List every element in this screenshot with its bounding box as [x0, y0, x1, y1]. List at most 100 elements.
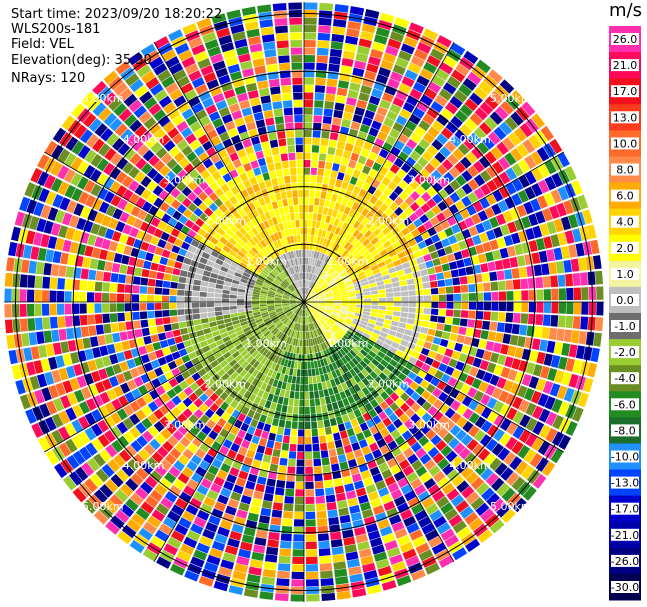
gate-cell — [341, 302, 349, 305]
gate-cell — [350, 152, 360, 162]
gate-cell — [308, 323, 312, 331]
gate-cell — [370, 205, 379, 215]
gate-cell — [184, 570, 200, 582]
gate-cell — [560, 216, 572, 231]
gate-cell — [369, 282, 377, 288]
gate-cell — [196, 542, 210, 554]
gate-cell — [200, 281, 209, 287]
gate-cell — [343, 206, 351, 215]
gate-cell — [414, 277, 422, 284]
gate-cell — [543, 302, 552, 314]
gate-cell — [310, 175, 317, 183]
gate-cell — [347, 183, 355, 193]
gate-cell — [519, 414, 531, 428]
gate-cell — [355, 533, 368, 544]
gate-cell — [304, 316, 307, 325]
gate-cell — [228, 585, 244, 595]
gate-cell — [263, 375, 271, 384]
gate-cell — [314, 100, 324, 108]
gate-cell — [437, 176, 449, 188]
gate-cell — [361, 23, 376, 34]
gate-cell — [479, 232, 489, 243]
gate-cell — [401, 353, 411, 362]
gate-cell — [497, 280, 506, 291]
gate-cell — [308, 331, 312, 339]
gate-cell — [564, 230, 575, 244]
gate-cell — [344, 252, 352, 260]
gate-cell — [385, 245, 395, 253]
gate-cell — [305, 466, 313, 475]
gate-cell — [306, 242, 310, 250]
gate-cell — [211, 540, 226, 552]
gate-cell — [321, 283, 328, 289]
gate-cell — [409, 179, 420, 190]
gate-cell — [306, 579, 319, 587]
gate-cell — [348, 291, 356, 295]
gate-cell — [344, 190, 352, 199]
gate-cell — [349, 377, 357, 386]
gate-cell — [410, 190, 420, 201]
gate-cell — [311, 303, 319, 305]
gate-cell — [416, 75, 430, 87]
gate-cell — [329, 268, 336, 276]
gate-cell — [342, 150, 352, 160]
gate-cell — [294, 391, 300, 399]
gate-cell — [315, 220, 321, 229]
gate-cell — [404, 419, 415, 430]
gate-cell — [325, 275, 332, 282]
velocity-colorbar: 26.021.017.013.010.08.06.04.02.01.00.0-1… — [609, 26, 641, 601]
gate-cell — [324, 479, 334, 488]
gate-cell — [162, 280, 171, 288]
gate-cell — [406, 138, 418, 150]
gate-cell — [440, 373, 451, 384]
gate-cell — [293, 92, 303, 100]
gate-cell — [425, 429, 437, 441]
gate-cell — [416, 302, 424, 308]
gate-cell — [199, 297, 207, 302]
elevation-label: Elevation(deg): 35.30 — [11, 53, 152, 68]
gate-cell — [487, 261, 496, 272]
gate-cell — [300, 376, 304, 385]
gate-cell — [355, 53, 369, 63]
gate-cell — [195, 329, 205, 337]
gate-cell — [368, 350, 377, 358]
gate-cell — [49, 303, 57, 316]
gate-cell — [561, 371, 572, 386]
gate-cell — [259, 297, 267, 301]
gate-cell — [339, 257, 346, 265]
gate-cell — [319, 335, 325, 343]
gate-cell — [304, 339, 307, 347]
gate-cell — [298, 331, 301, 339]
gate-cell — [521, 101, 536, 117]
gate-cell — [456, 259, 465, 269]
gate-cell — [280, 191, 287, 200]
gate-cell — [410, 569, 426, 581]
gate-cell — [344, 544, 357, 554]
gate-cell — [552, 414, 564, 430]
gate-cell — [399, 201, 409, 211]
gate-cell — [342, 111, 353, 121]
gate-cell — [316, 289, 324, 295]
gate-cell — [480, 183, 492, 196]
gate-cell — [403, 515, 417, 527]
gate-cell — [346, 342, 354, 350]
gate-cell — [395, 349, 404, 358]
gate-cell — [541, 327, 550, 339]
range-ring-label: 4.00km — [123, 459, 165, 472]
gate-cell — [460, 310, 469, 318]
gate-cell — [256, 476, 267, 485]
gate-cell — [489, 271, 498, 282]
gate-cell — [41, 303, 50, 316]
gate-cell — [531, 252, 541, 264]
gate-cell — [474, 429, 486, 443]
gate-cell — [362, 562, 376, 573]
gate-cell — [525, 402, 537, 416]
gate-cell — [159, 256, 169, 266]
gate-cell — [165, 331, 174, 339]
gate-cell — [508, 132, 521, 147]
gate-cell — [288, 337, 293, 345]
gate-cell — [224, 545, 238, 556]
gate-cell — [348, 566, 362, 576]
gate-cell — [222, 552, 237, 563]
gate-cell — [455, 187, 467, 199]
